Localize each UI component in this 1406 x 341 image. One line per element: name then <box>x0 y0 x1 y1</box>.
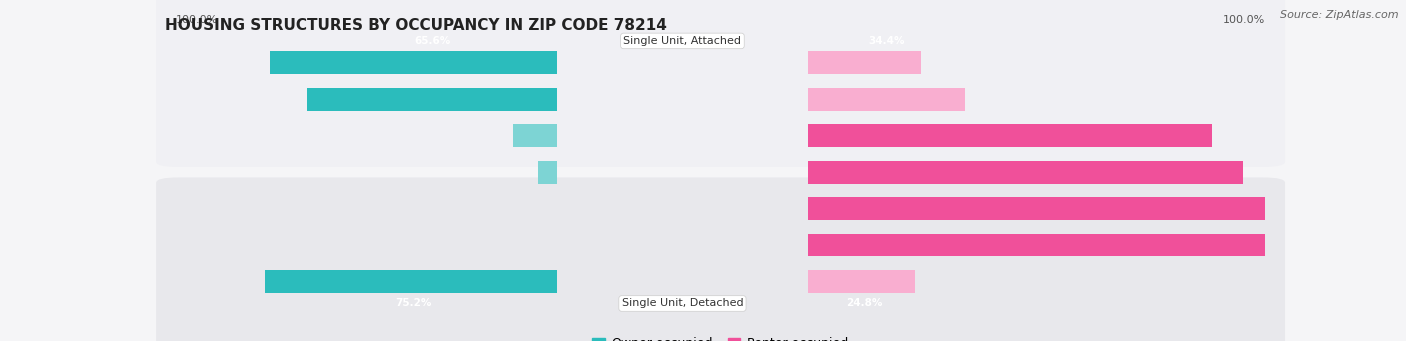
Bar <box>808 51 921 74</box>
Bar <box>808 234 1265 256</box>
Text: 75.2%: 75.2% <box>395 298 432 309</box>
FancyBboxPatch shape <box>156 177 1285 341</box>
Text: 65.6%: 65.6% <box>413 36 450 46</box>
Bar <box>808 124 1212 147</box>
Text: 100.0%: 100.0% <box>1223 15 1265 25</box>
Text: Single Unit, Detached: Single Unit, Detached <box>621 298 744 309</box>
Text: Single Unit, Attached: Single Unit, Attached <box>623 36 741 46</box>
Text: 34.4%: 34.4% <box>869 36 904 46</box>
Legend: Owner-occupied, Renter-occupied: Owner-occupied, Renter-occupied <box>588 332 853 341</box>
Bar <box>808 161 1243 183</box>
Bar <box>270 51 557 74</box>
Text: HOUSING STRUCTURES BY OCCUPANCY IN ZIP CODE 78214: HOUSING STRUCTURES BY OCCUPANCY IN ZIP C… <box>165 18 666 33</box>
Bar <box>266 270 557 293</box>
Text: 100.0%: 100.0% <box>176 15 218 25</box>
FancyBboxPatch shape <box>156 0 1285 167</box>
Bar <box>513 124 557 147</box>
Bar <box>307 88 557 110</box>
Text: 24.8%: 24.8% <box>846 298 883 309</box>
Text: Source: ZipAtlas.com: Source: ZipAtlas.com <box>1281 10 1399 20</box>
Bar <box>808 197 1265 220</box>
Bar <box>808 88 965 110</box>
Bar <box>808 270 915 293</box>
Bar <box>538 161 557 183</box>
